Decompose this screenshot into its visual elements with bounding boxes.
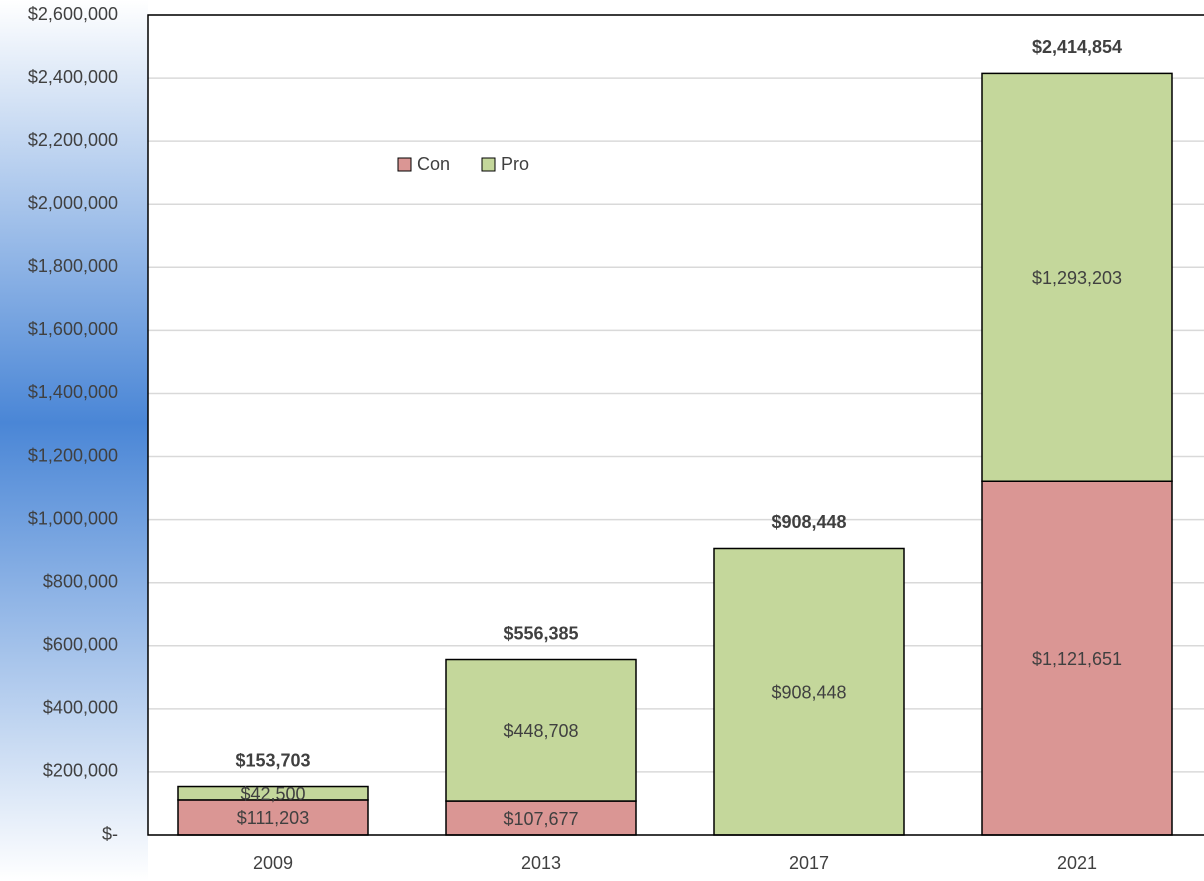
y-tick-label: $200,000 <box>43 761 118 781</box>
plot-frame <box>147 14 1204 836</box>
data-label: $107,677 <box>503 809 578 829</box>
legend-swatch <box>481 157 496 172</box>
y-tick-label: $- <box>102 824 118 844</box>
legend-label: Pro <box>501 154 529 174</box>
x-tick-label: 2017 <box>789 853 829 873</box>
bar-segment <box>981 72 1173 482</box>
y-tick-label: $1,200,000 <box>28 445 118 465</box>
bar-segment <box>445 658 637 802</box>
total-label: $908,448 <box>771 512 846 532</box>
side-gradient <box>0 0 148 881</box>
bar-segment <box>177 799 369 836</box>
legend-label: Con <box>417 154 450 174</box>
y-tick-label: $400,000 <box>43 698 118 718</box>
data-label: $908,448 <box>771 682 846 702</box>
data-label: $42,500 <box>240 784 305 804</box>
y-tick-label: $2,400,000 <box>28 67 118 87</box>
x-tick-label: 2009 <box>253 853 293 873</box>
data-label: $1,293,203 <box>1032 268 1122 288</box>
data-label: $448,708 <box>503 721 578 741</box>
marks <box>177 72 1173 836</box>
y-tick-label: $1,400,000 <box>28 382 118 402</box>
data-label: $1,121,651 <box>1032 649 1122 669</box>
y-tick-label: $2,600,000 <box>28 4 118 24</box>
data-label: $111,203 <box>237 808 309 828</box>
total-label: $153,703 <box>235 750 310 770</box>
x-tick-label: 2013 <box>521 853 561 873</box>
y-tick-label: $600,000 <box>43 635 118 655</box>
y-tick-label: $2,200,000 <box>28 130 118 150</box>
y-tick-label: $1,000,000 <box>28 508 118 528</box>
total-label: $2,414,854 <box>1032 37 1122 57</box>
bar-segment <box>713 547 905 836</box>
x-tick-label: 2021 <box>1057 853 1097 873</box>
y-tick-label: $2,000,000 <box>28 193 118 213</box>
bar-segment <box>981 480 1173 836</box>
y-tick-label: $1,600,000 <box>28 319 118 339</box>
legend-swatch <box>397 157 412 172</box>
bar-segment <box>445 800 637 836</box>
total-label: $556,385 <box>503 623 578 643</box>
bar-segment <box>177 785 369 801</box>
y-tick-label: $800,000 <box>43 571 118 591</box>
y-tick-label: $1,800,000 <box>28 256 118 276</box>
